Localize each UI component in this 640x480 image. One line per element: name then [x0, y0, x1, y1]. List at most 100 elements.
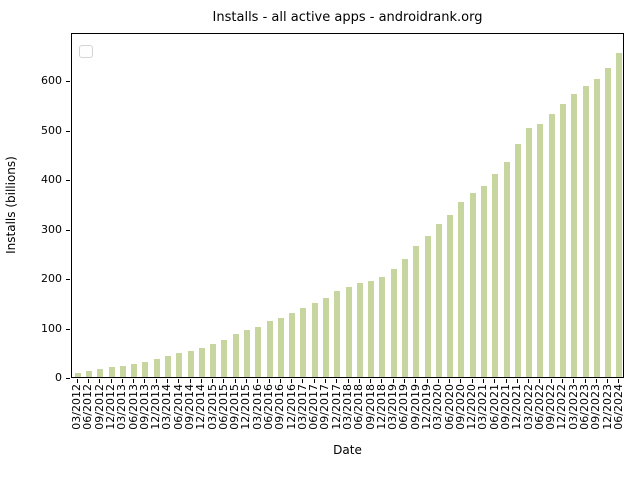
x-tick-mark — [494, 379, 495, 383]
bar — [413, 246, 420, 377]
bar — [571, 94, 578, 377]
y-axis-label: Installs (billions) — [4, 156, 18, 254]
chart-title: Installs - all active apps - androidrank… — [212, 10, 483, 25]
x-tick-mark — [122, 379, 123, 383]
bar — [243, 330, 250, 377]
x-tick-mark — [449, 379, 450, 383]
bar — [435, 224, 442, 377]
x-tick-mark — [596, 379, 597, 383]
x-tick-mark — [460, 379, 461, 383]
bar — [480, 186, 487, 377]
x-tick-mark — [438, 379, 439, 383]
bar — [164, 356, 171, 377]
bar — [142, 362, 149, 377]
bar — [210, 344, 217, 377]
x-tick-mark — [506, 379, 507, 383]
x-tick-mark — [381, 379, 382, 383]
x-axis-label: Date — [333, 443, 362, 457]
x-tick-mark — [212, 379, 213, 383]
x-tick-mark — [551, 379, 552, 383]
x-tick-mark — [269, 379, 270, 383]
x-tick-mark — [257, 379, 258, 383]
x-tick-mark — [427, 379, 428, 383]
bar — [582, 86, 589, 377]
bar — [379, 277, 386, 377]
x-tick-mark — [280, 379, 281, 383]
bar — [187, 351, 194, 377]
x-tick-mark — [167, 379, 168, 383]
x-tick-mark — [415, 379, 416, 383]
x-tick-mark — [404, 379, 405, 383]
y-tick-label: 100 — [41, 322, 62, 335]
y-tick-label: 0 — [55, 371, 62, 384]
bar — [559, 104, 566, 377]
y-tick-label: 400 — [41, 173, 62, 186]
x-tick-mark — [235, 379, 236, 383]
x-tick-mark — [77, 379, 78, 383]
y-tick-mark — [66, 131, 70, 132]
y-tick-mark — [66, 329, 70, 330]
bar — [85, 371, 92, 377]
x-tick-mark — [201, 379, 202, 383]
y-tick-mark — [66, 81, 70, 82]
bar — [469, 193, 476, 377]
bar — [593, 79, 600, 377]
bar — [492, 174, 499, 377]
x-tick-mark — [483, 379, 484, 383]
bar — [300, 308, 307, 377]
x-tick-mark — [585, 379, 586, 383]
bar — [119, 366, 126, 377]
bar — [322, 298, 329, 377]
x-tick-mark — [370, 379, 371, 383]
bar — [277, 318, 284, 377]
x-tick-mark — [472, 379, 473, 383]
x-tick-mark — [246, 379, 247, 383]
bar — [514, 144, 521, 377]
bar — [289, 313, 296, 377]
bar — [447, 215, 454, 377]
x-tick-mark — [302, 379, 303, 383]
x-tick-mark — [528, 379, 529, 383]
bar — [198, 348, 205, 377]
y-tick-mark — [66, 180, 70, 181]
bar — [548, 114, 555, 377]
bar — [97, 369, 104, 377]
x-tick-mark — [111, 379, 112, 383]
y-tick-label: 200 — [41, 272, 62, 285]
bar — [605, 68, 612, 377]
bar — [108, 367, 115, 377]
x-tick-mark — [359, 379, 360, 383]
bar — [345, 287, 352, 377]
bar — [356, 283, 363, 377]
x-tick-mark — [88, 379, 89, 383]
bar — [153, 359, 160, 377]
bar — [176, 353, 183, 377]
x-tick-mark — [133, 379, 134, 383]
legend-box — [79, 45, 93, 58]
x-tick-label: 06/2024 — [611, 384, 625, 430]
x-tick-mark — [314, 379, 315, 383]
y-tick-mark — [66, 378, 70, 379]
y-tick-label: 300 — [41, 223, 62, 236]
y-tick-label: 500 — [41, 124, 62, 137]
x-tick-mark — [393, 379, 394, 383]
x-tick-mark — [156, 379, 157, 383]
bar — [526, 128, 533, 377]
y-tick-mark — [66, 279, 70, 280]
x-tick-mark — [99, 379, 100, 383]
x-tick-mark — [336, 379, 337, 383]
x-tick-mark — [291, 379, 292, 383]
bar — [311, 303, 318, 377]
x-tick-mark — [607, 379, 608, 383]
x-tick-mark — [348, 379, 349, 383]
bar — [266, 321, 273, 377]
bar — [221, 340, 228, 377]
x-tick-mark — [223, 379, 224, 383]
bar — [537, 124, 544, 377]
x-tick-mark — [517, 379, 518, 383]
x-tick-mark — [178, 379, 179, 383]
x-tick-mark — [539, 379, 540, 383]
bar — [255, 327, 262, 377]
y-tick-label: 600 — [41, 74, 62, 87]
